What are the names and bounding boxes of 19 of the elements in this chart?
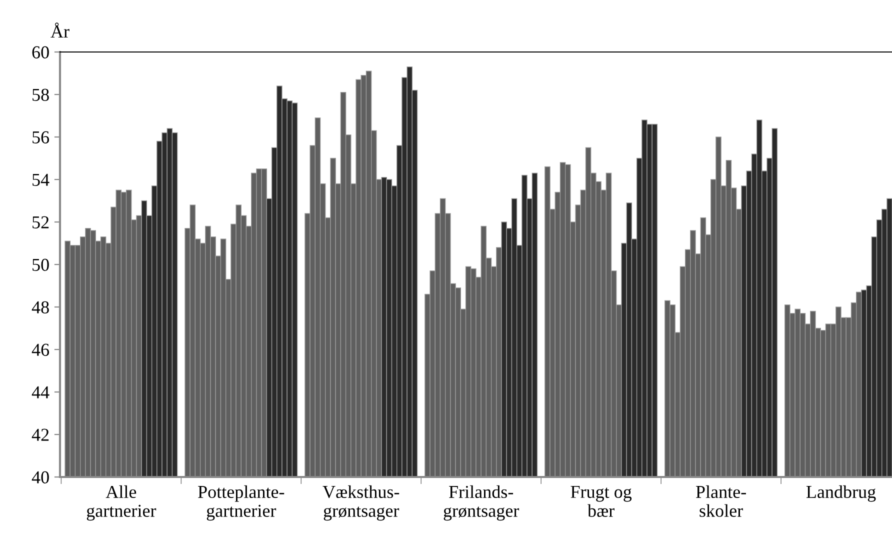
x-tick-label: Potteplante- gartnerier xyxy=(198,485,284,521)
x-tick-label: Plante- skoler xyxy=(696,485,746,517)
x-tick-label: Alle gartnerier xyxy=(86,485,156,521)
x-tick-label: Landbrug xyxy=(806,485,876,502)
y-tick-label: 40 xyxy=(32,471,49,484)
y-axis-title: År xyxy=(50,22,70,38)
x-tick-label: Væksthus- grøntsager xyxy=(322,485,400,521)
y-tick-label: 56 xyxy=(32,131,50,144)
y-tick-label: 60 xyxy=(32,46,49,58)
y-tick-label: 54 xyxy=(32,174,50,186)
x-tick-label: Frugt og bær xyxy=(570,486,632,517)
y-tick-label: 42 xyxy=(32,428,49,441)
x-tick-label: Frilands- grøntsager xyxy=(444,485,520,521)
y-tick-label: 48 xyxy=(32,301,49,314)
y-tick-label: 52 xyxy=(32,216,49,228)
y-tick-label: 50 xyxy=(32,258,49,271)
y-tick-label: 58 xyxy=(32,88,49,101)
y-tick-label: 44 xyxy=(32,386,50,398)
y-tick-label: 46 xyxy=(32,344,50,356)
